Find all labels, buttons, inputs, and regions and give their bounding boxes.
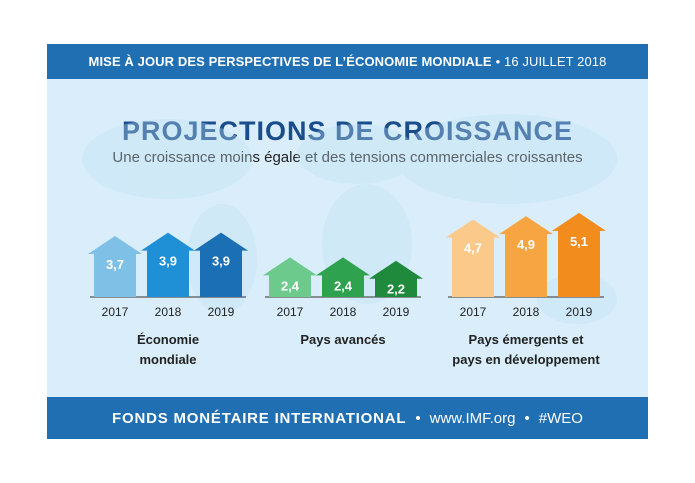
- year-tick-label: 2017: [102, 305, 129, 319]
- year-tick-label: 2017: [277, 305, 304, 319]
- year-tick-label: 2018: [513, 305, 540, 319]
- header-bar: MISE À JOUR DES PERSPECTIVES DE L’ÉCONOM…: [47, 44, 648, 79]
- chart-subtitle: Une croissance moins égale et des tensio…: [112, 149, 582, 166]
- group-label: mondiale: [139, 352, 196, 367]
- footer-url[interactable]: www.IMF.org: [429, 409, 516, 427]
- value-label: 3,7: [106, 257, 124, 272]
- value-label: 3,9: [212, 254, 230, 269]
- header-date: • 16 JUILLET 2018: [495, 54, 607, 69]
- year-tick-label: 2019: [566, 305, 593, 319]
- value-label: 3,9: [159, 254, 177, 269]
- year-tick-label: 2019: [383, 305, 410, 319]
- footer-separator: •: [415, 409, 421, 427]
- value-label: 5,1: [570, 234, 588, 249]
- bar-arrow: [446, 219, 500, 297]
- group-label: Pays avancés: [300, 332, 385, 347]
- infographic-card: MISE À JOUR DES PERSPECTIVES DE L’ÉCONOM…: [47, 44, 648, 439]
- value-label: 4,7: [464, 240, 482, 255]
- bar-arrow: [316, 257, 370, 297]
- group-label: Pays émergents et: [469, 332, 585, 347]
- footer-bar: FONDS MONÉTAIRE INTERNATIONAL • www.IMF.…: [47, 397, 648, 439]
- map-continent: [297, 124, 417, 184]
- bar-arrow: [499, 216, 553, 297]
- growth-bar-chart: 3,7 2017 3,9 2018 3,9 2019 Économie mondiale 2,4…: [82, 114, 617, 367]
- footer-hashtag[interactable]: #WEO: [538, 409, 583, 427]
- year-tick-label: 2018: [330, 305, 357, 319]
- year-tick-label: 2019: [208, 305, 235, 319]
- map-continent: [397, 114, 617, 204]
- value-label: 4,9: [517, 237, 535, 252]
- group-label: pays en développement: [452, 352, 600, 367]
- value-label: 2,4: [281, 278, 300, 293]
- bar-arrow: [88, 235, 142, 297]
- map-continent: [82, 119, 252, 199]
- group-label: Économie: [137, 332, 199, 347]
- value-label: 2,4: [334, 278, 353, 293]
- bar-arrow: [194, 232, 248, 297]
- bar-arrow: [141, 232, 195, 297]
- bar-arrow: [552, 212, 606, 297]
- header-title: MISE À JOUR DES PERSPECTIVES DE L’ÉCONOM…: [88, 54, 492, 69]
- footer-org: FONDS MONÉTAIRE INTERNATIONAL: [112, 409, 407, 427]
- bar-arrow: [263, 257, 317, 297]
- bar-arrow: [369, 260, 423, 297]
- footer-separator: •: [524, 409, 530, 427]
- value-label: 2,2: [387, 282, 405, 297]
- year-tick-label: 2018: [155, 305, 182, 319]
- chart-title: PROJECTIONS DE CROISSANCE: [47, 116, 648, 147]
- year-tick-label: 2017: [460, 305, 487, 319]
